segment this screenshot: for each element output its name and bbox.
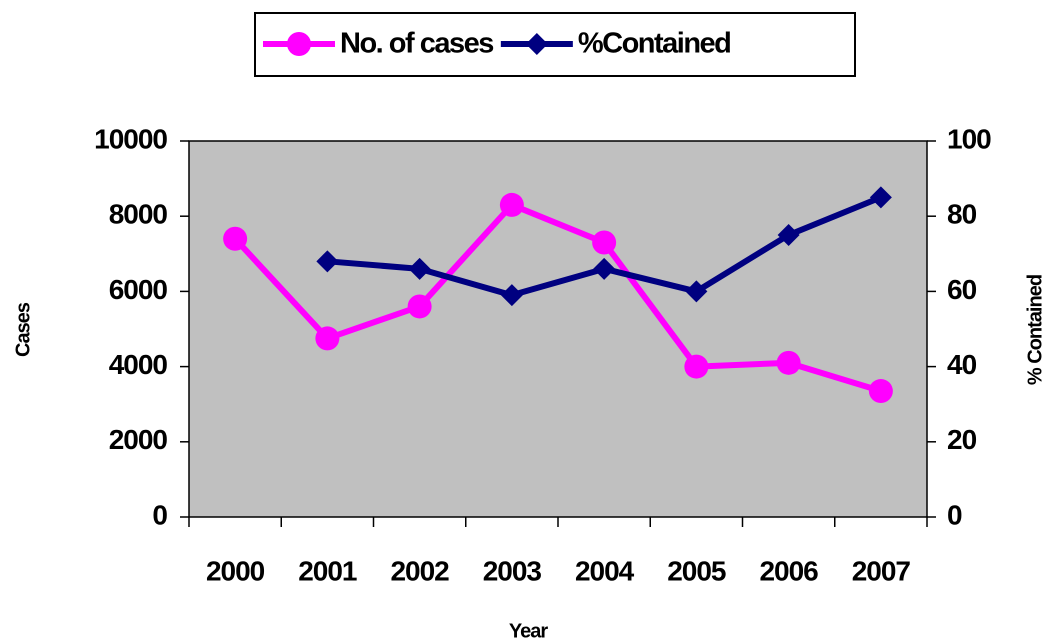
- marker: [776, 350, 801, 375]
- y2-tick-label: 0: [947, 499, 962, 530]
- y-tick-label: 8000: [109, 199, 168, 230]
- marker: [868, 379, 893, 404]
- marker: [223, 226, 248, 251]
- marker: [684, 354, 709, 379]
- y2-tick-label: 40: [947, 349, 977, 380]
- plot-area: [188, 140, 928, 518]
- marker: [407, 294, 432, 319]
- marker: [525, 33, 548, 55]
- legend: No. of cases %Contained: [254, 12, 856, 77]
- series-line: [232, 201, 882, 394]
- y-tick-label: 0: [152, 499, 167, 530]
- marker: [685, 280, 708, 303]
- y-tick-label: 4000: [109, 349, 168, 380]
- y-tick-label: 6000: [109, 274, 168, 305]
- marker: [500, 284, 523, 307]
- x-tick-label: 2007: [852, 555, 911, 586]
- y2-tick-label: 60: [947, 274, 977, 305]
- legend-label: %Contained: [578, 28, 731, 60]
- x-tick-label: 2004: [575, 555, 635, 586]
- y2-tick-label: 20: [947, 424, 977, 455]
- marker: [315, 326, 340, 351]
- x-tick-label: 2001: [298, 555, 357, 586]
- marker: [777, 224, 800, 246]
- x-axis-label: Year: [509, 620, 548, 642]
- marker: [316, 250, 339, 273]
- x-tick-label: 2006: [759, 555, 818, 586]
- y2-tick-label: 80: [947, 199, 977, 230]
- legend-label: No. of cases: [340, 28, 493, 60]
- x-tick-label: 2005: [667, 555, 726, 586]
- x-tick-label: 2003: [483, 555, 542, 586]
- marker: [593, 257, 616, 280]
- y2-tick-label: 100: [947, 123, 991, 154]
- x-tick-label: 2000: [206, 555, 265, 586]
- y-axis-label: Cases: [12, 302, 34, 357]
- marker: [592, 230, 617, 255]
- y-tick-label: 10000: [94, 123, 167, 154]
- y2-axis-label: % Contained: [1024, 275, 1046, 385]
- marker: [287, 32, 311, 56]
- marker: [869, 186, 892, 209]
- x-tick-label: 2002: [390, 555, 449, 586]
- marker: [408, 257, 431, 280]
- y-tick-label: 2000: [109, 424, 168, 455]
- marker: [499, 192, 524, 217]
